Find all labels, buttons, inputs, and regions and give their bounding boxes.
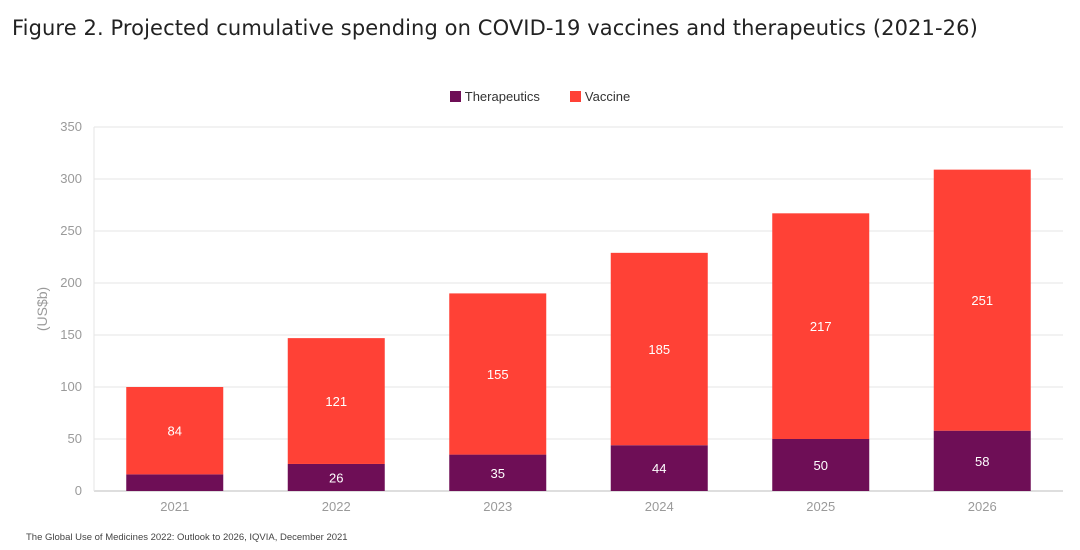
bar-vaccine-2022 <box>287 338 385 464</box>
data-label-therapeutics-2025: 50 <box>814 458 828 473</box>
data-label-therapeutics-2026: 58 <box>975 454 989 469</box>
bar-therapeutics-2022 <box>287 463 385 491</box>
legend-swatch-therapeutics <box>449 91 461 102</box>
legend-label-therapeutics: Therapeutics <box>464 89 540 104</box>
x-tick-label: 2025 <box>806 499 835 514</box>
bar-therapeutics-2023 <box>449 454 547 491</box>
y-tick-label: 50 <box>68 431 82 446</box>
data-label-vaccine-2022: 121 <box>325 394 347 409</box>
data-label-vaccine-2024: 185 <box>648 342 670 357</box>
y-tick-label: 350 <box>60 119 82 134</box>
x-tick-label: 2022 <box>322 499 351 514</box>
y-axis-label: (US$b) <box>34 287 50 331</box>
data-label-vaccine-2025: 217 <box>810 319 832 334</box>
x-tick-label: 2023 <box>483 499 512 514</box>
x-tick-label: 2026 <box>968 499 997 514</box>
bar-therapeutics-2025 <box>772 439 870 491</box>
bar-vaccine-2025 <box>772 213 870 439</box>
y-tick-label: 100 <box>60 379 82 394</box>
stacked-bar-chart: 0 50 100 150 200 250 300 350 (US$b) 84 2021 26 121 20… <box>34 119 1063 514</box>
bar-therapeutics-2026 <box>933 430 1031 491</box>
bar-vaccine-2023 <box>449 293 547 455</box>
legend-item-vaccine: Vaccine <box>569 89 631 104</box>
x-tick-label: 2021 <box>160 499 189 514</box>
data-label-therapeutics-2024: 44 <box>652 461 666 476</box>
y-tick-label: 0 <box>75 483 82 498</box>
x-tick-label: 2024 <box>645 499 674 514</box>
data-label-therapeutics-2023: 35 <box>491 466 505 481</box>
y-tick-label: 150 <box>60 327 82 342</box>
bar-vaccine-2021 <box>126 387 224 475</box>
y-tick-label: 200 <box>60 275 82 290</box>
source-note: The Global Use of Medicines 2022: Outloo… <box>26 532 348 543</box>
bar-vaccine-2026 <box>933 169 1031 431</box>
chart-title: Figure 2. Projected cumulative spending … <box>12 16 978 40</box>
data-label-vaccine-2023: 155 <box>487 367 509 382</box>
data-label-vaccine-2021: 84 <box>168 424 182 439</box>
chart-legend: Therapeutics Vaccine <box>0 89 1080 104</box>
legend-label-vaccine: Vaccine <box>584 89 631 104</box>
legend-item-therapeutics: Therapeutics <box>449 89 540 104</box>
data-label-vaccine-2026: 251 <box>971 293 993 308</box>
y-tick-label: 250 <box>60 223 82 238</box>
data-label-therapeutics-2022: 26 <box>329 470 343 485</box>
y-tick-label: 300 <box>60 171 82 186</box>
legend-swatch-vaccine <box>569 91 581 102</box>
bar-vaccine-2024 <box>610 252 708 446</box>
bar-therapeutics-2024 <box>610 445 708 491</box>
bar-therapeutics-2021 <box>126 474 224 491</box>
